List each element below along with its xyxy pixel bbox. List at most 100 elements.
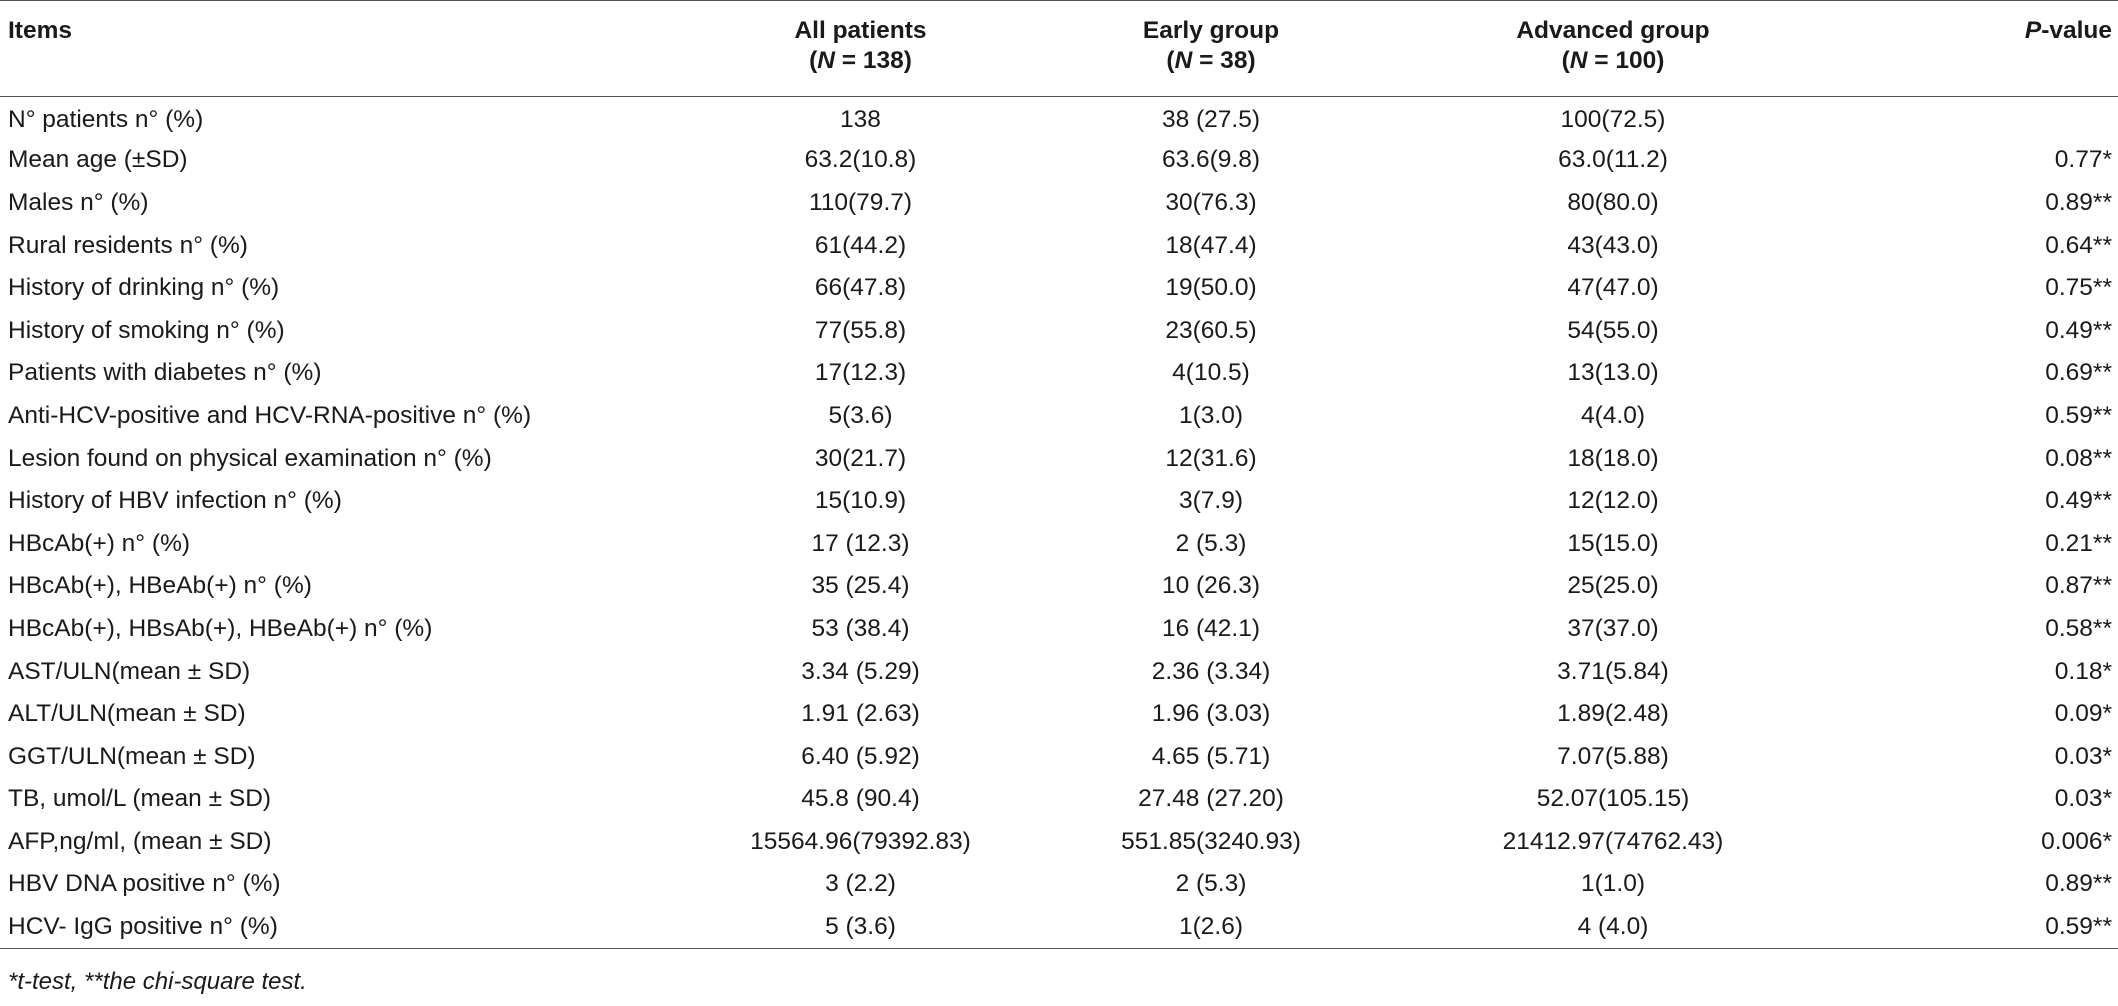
cell-all-patients: 53 (38.4): [811, 614, 910, 642]
cell-advanced-group: 12(12.0): [1567, 487, 1659, 515]
cell-p-value: 0.59**: [1835, 905, 2118, 949]
cell-advanced-group: 13(13.0): [1567, 359, 1659, 387]
table-row: Anti-HCV-positive and HCV-RNA-positive n…: [0, 395, 2118, 438]
table-row: History of smoking n° (%) 77(55.8) 23(60.5…: [0, 309, 2118, 352]
cell-advanced-group: 21412.97(74762.43): [1502, 827, 1724, 855]
cell-p-value: 0.03*: [2054, 785, 2112, 813]
cell-early-group: 2 (5.3): [1175, 870, 1247, 898]
header-p-value: P-value: [1835, 0, 2118, 97]
cell-item: AFP,ng/ml, (mean ± SD): [8, 827, 272, 855]
table-row: N° patients n° (%) 138 38 (27.5) 100(72.5): [0, 97, 2118, 140]
cell-advanced-group: 37(37.0): [1567, 614, 1659, 642]
table-row: History of HBV infection n° (%) 15(10.9) 3…: [0, 480, 2118, 523]
cell-early-group: 18(47.4): [1165, 231, 1257, 259]
cell-all-patients: 6.40 (5.92): [801, 742, 920, 770]
cell-all-patients: 30(21.7): [814, 444, 907, 472]
cell-advanced-group: 1.89(2.48): [1557, 700, 1669, 728]
cell-p-value: 0.49**: [2045, 316, 2112, 344]
header-row: Items All patients (N = 138) Early group…: [0, 0, 2118, 97]
cell-p-value: 0.87**: [2045, 572, 2112, 600]
header-items: Items: [0, 0, 690, 97]
cell-p-value: 0.03*: [2054, 742, 2112, 770]
cell-item: HCV- IgG positive n° (%): [0, 905, 690, 949]
cell-all-patients: 138: [840, 106, 881, 134]
cell-all-patients: 45.8 (90.4): [801, 785, 920, 813]
cell-p-value: 0.75**: [2045, 274, 2112, 302]
cell-advanced-group: 47(47.0): [1567, 274, 1659, 302]
cell-advanced-group: 52.07(105.15): [1536, 785, 1690, 813]
header-advanced-group-label: Advanced group: [1516, 17, 1710, 44]
cell-early-group: 38 (27.5): [1161, 106, 1261, 134]
cell-item: Lesion found on physical examination n° …: [8, 444, 492, 472]
cell-all-patients: 66(47.8): [814, 274, 907, 302]
cell-p-value: 0.77*: [2054, 146, 2112, 174]
header-advanced-group: Advanced group (N = 100): [1391, 0, 1835, 97]
cell-all-patients: 77(55.8): [814, 316, 907, 344]
cell-item: History of drinking n° (%): [8, 274, 280, 302]
cell-all-patients: 35 (25.4): [811, 572, 910, 600]
cell-all-patients: 15(10.9): [814, 487, 907, 515]
cell-item: HBcAb(+) n° (%): [8, 529, 191, 557]
cell-early-group: 30(76.3): [1165, 188, 1257, 216]
cell-all-patients: 1.91 (2.63): [801, 700, 920, 728]
table-row: GGT/ULN(mean ± SD) 6.40 (5.92) 4.65 (5.71)…: [0, 735, 2118, 778]
cell-item: Anti-HCV-positive and HCV-RNA-positive n…: [8, 401, 532, 429]
cell-item: GGT/ULN(mean ± SD): [8, 742, 256, 770]
cell-early-group: 12(31.6): [1165, 444, 1257, 472]
cell-item: ALT/ULN(mean ± SD): [8, 700, 246, 728]
cell-item: Rural residents n° (%): [8, 231, 248, 259]
table-row: Lesion found on physical examination n° …: [0, 437, 2118, 480]
cell-p-value: 0.58**: [2045, 614, 2112, 642]
table-row: TB, umol/L (mean ± SD) 45.8 (90.4) 27.48 (…: [0, 778, 2118, 821]
table-row: Rural residents n° (%) 61(44.2) 18(47.4) 43…: [0, 224, 2118, 267]
table-row: HBcAb(+), HBeAb(+) n° (%) 35 (25.4) 10 (26…: [0, 565, 2118, 608]
header-all-patients-label: All patients: [794, 17, 927, 44]
cell-early-group: 4(10.5): [1172, 359, 1250, 387]
table-row: HBV DNA positive n° (%) 3 (2.2) 2 (5.3) 1(1…: [0, 863, 2118, 906]
cell-p-value: 0.89**: [2045, 188, 2112, 216]
cell-p-value: 0.09*: [2054, 700, 2112, 728]
cell-early-group: 19(50.0): [1165, 274, 1257, 302]
cell-p-value: 0.21**: [2045, 529, 2112, 557]
cell-early-group: 16 (42.1): [1161, 614, 1261, 642]
table-row: AFP,ng/ml, (mean ± SD) 15564.96(79392.83)…: [0, 821, 2118, 864]
cell-early-group: 63.6(9.8): [1161, 146, 1261, 174]
table-row: Mean age (±SD) 63.2(10.8) 63.6(9.8) 63.0(11…: [0, 139, 2118, 182]
header-advanced-group-n: (N = 100): [1561, 47, 1665, 74]
header-early-group-label: Early group: [1142, 17, 1280, 44]
cell-p-value: 0.69**: [2045, 359, 2112, 387]
cell-all-patients: 63.2(10.8): [804, 146, 917, 174]
cell-all-patients: 17(12.3): [814, 359, 907, 387]
cell-p-value: 0.49**: [2045, 487, 2112, 515]
cell-advanced-group: 3.71(5.84): [1557, 657, 1669, 685]
cell-advanced-group: 4(4.0): [1580, 401, 1645, 429]
cell-advanced-group: 25(25.0): [1567, 572, 1659, 600]
cell-item: HBV DNA positive n° (%): [8, 870, 281, 898]
cell-p-value: 0.59**: [2045, 401, 2112, 429]
cell-all-patients: 61(44.2): [814, 231, 907, 259]
cell-all-patients: 110(79.7): [808, 188, 913, 216]
cell-all-patients: 3 (2.2): [825, 870, 896, 898]
table-row: AST/ULN(mean ± SD) 3.34 (5.29) 2.36 (3.34)…: [0, 650, 2118, 693]
cell-early-group: 1(3.0): [1178, 401, 1243, 429]
cell-all-patients: 5(3.6): [828, 401, 893, 429]
table-row: ALT/ULN(mean ± SD) 1.91 (2.63) 1.96 (3.03)…: [0, 693, 2118, 736]
header-all-patients: All patients (N = 138): [690, 0, 1031, 97]
cell-advanced-group: 1(1.0): [1580, 870, 1645, 898]
cell-advanced-group: 54(55.0): [1567, 316, 1659, 344]
table-row: HCV- IgG positive n° (%) 5 (3.6) 1(2.6) 4 (…: [0, 905, 2118, 949]
cell-early-group: 23(60.5): [1165, 316, 1257, 344]
table-header: Items All patients (N = 138) Early group…: [0, 0, 2118, 97]
cell-item: Patients with diabetes n° (%): [8, 359, 322, 387]
table-row: Males n° (%) 110(79.7) 30(76.3) 80(80.0) 0.8…: [0, 182, 2118, 225]
cell-early-group: 27.48 (27.20): [1138, 785, 1284, 813]
cell-item: N° patients n° (%): [8, 106, 204, 134]
cell-p-value: 0.006*: [2041, 827, 2112, 855]
cell-early-group: 3(7.9): [1178, 487, 1243, 515]
cell-advanced-group: 80(80.0): [1567, 188, 1659, 216]
cell-advanced-group: 100(72.5): [1560, 106, 1666, 134]
cell-p-value: 0.18*: [2054, 657, 2112, 685]
cell-early-group: 2 (5.3): [1175, 529, 1247, 557]
cell-item: HBcAb(+), HBsAb(+), HBeAb(+) n° (%): [8, 614, 433, 642]
cell-advanced-group: 18(18.0): [1567, 444, 1659, 472]
